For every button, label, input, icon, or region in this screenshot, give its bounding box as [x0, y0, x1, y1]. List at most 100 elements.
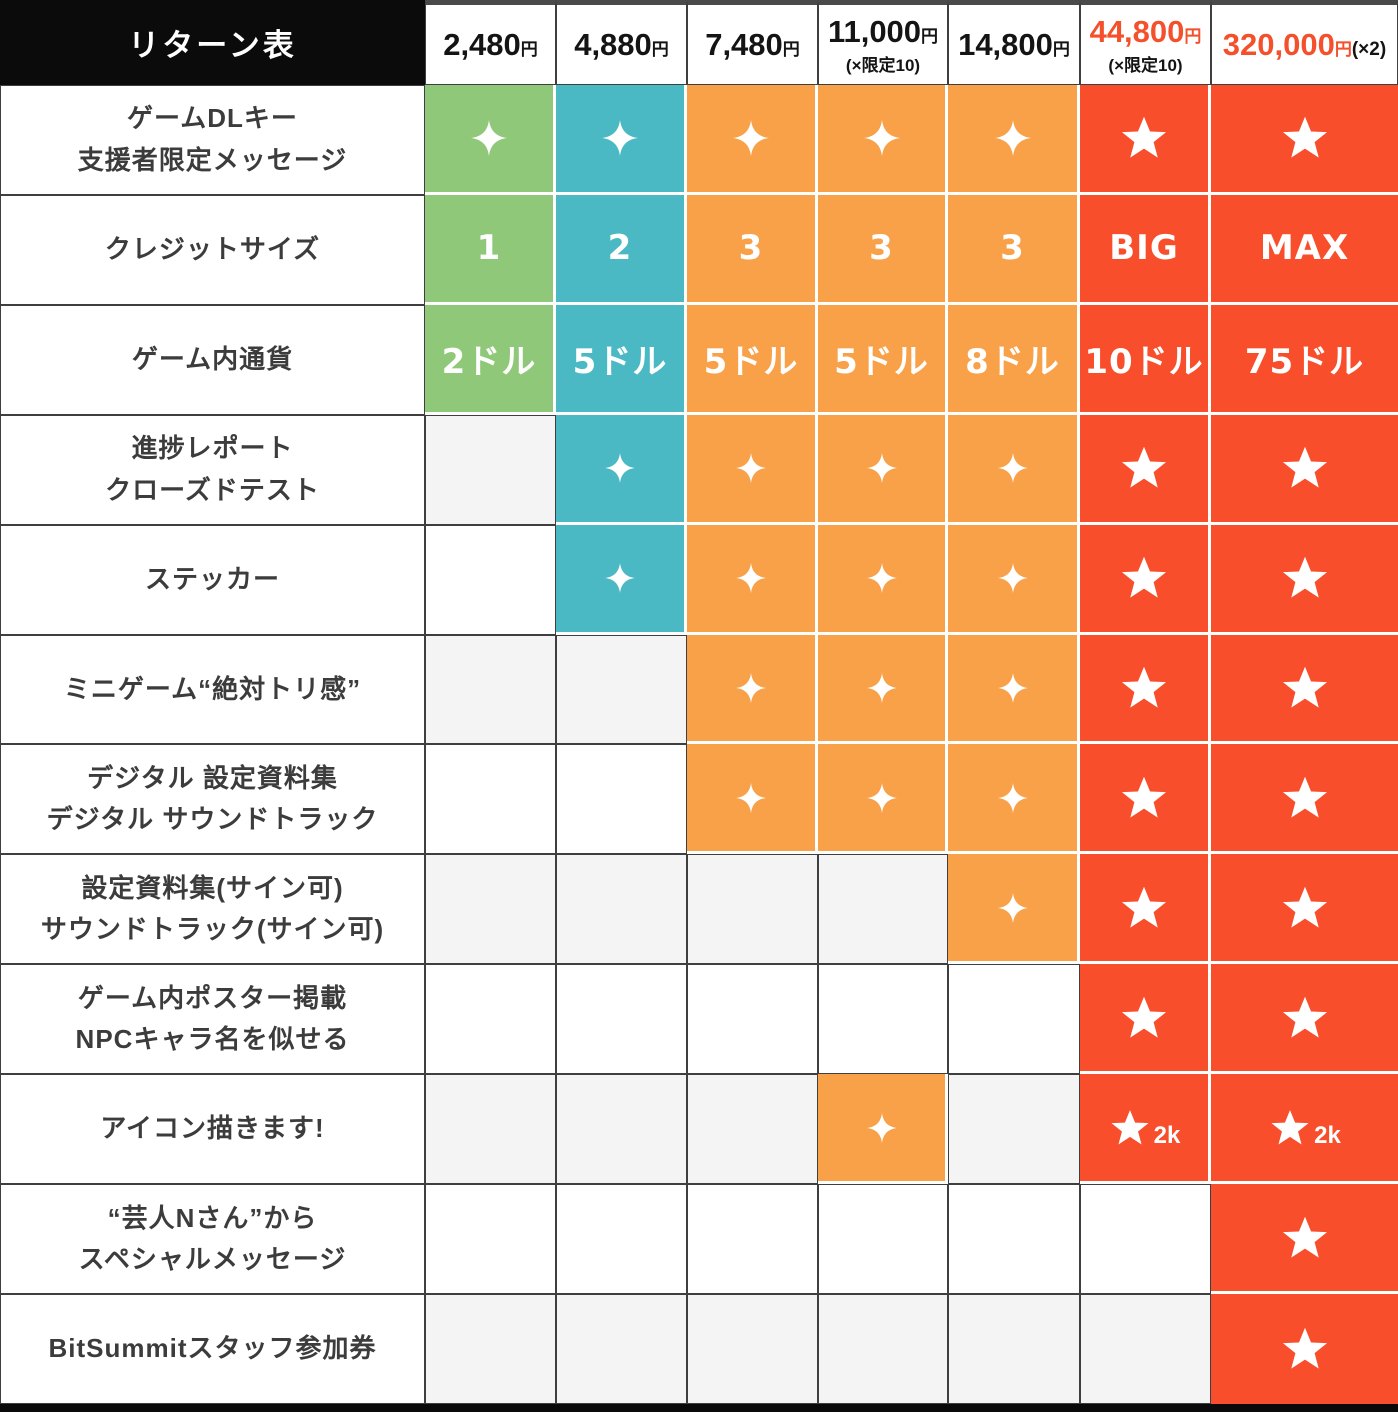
value-cell: 75ドル: [1211, 304, 1398, 415]
row-label-line: デジタル サウンドトラック: [46, 804, 379, 835]
sparkle-cell: [818, 634, 948, 745]
star-icon: [1282, 1327, 1327, 1369]
sparkle-cell: [948, 634, 1080, 745]
star-cell: [1080, 634, 1211, 745]
sparkle-icon: [866, 1112, 897, 1143]
sparkle-icon: [736, 563, 766, 594]
price-amount: 14,800: [958, 26, 1053, 62]
row-label-cell: ミニゲーム“絶対トリ感”: [0, 634, 425, 745]
row-label-cell: “芸人Nさん”から スペシャルメッセージ: [0, 1184, 425, 1295]
sparkle-icon: [997, 563, 1028, 594]
empty-cell: [425, 1184, 556, 1295]
price-unit: 円: [921, 26, 939, 46]
price-amount: 11,000: [827, 13, 922, 49]
star-cell: [1080, 414, 1211, 525]
sparkle-icon: [866, 453, 897, 484]
price-header-cell: 2,480円: [425, 0, 556, 85]
sparkle-cell: [687, 524, 818, 635]
price-amount: 320,000: [1222, 26, 1335, 62]
sparkle-icon: [997, 453, 1028, 484]
star-with-badge: 2k: [1268, 1106, 1341, 1150]
star-cell: [1211, 854, 1398, 965]
sparkle-icon: [994, 120, 1031, 157]
empty-cell: [425, 964, 556, 1075]
star-icon: [1282, 446, 1327, 488]
cell-value: 2ドル: [441, 341, 537, 382]
cell-value: 3: [1000, 228, 1025, 269]
star-cell: [1211, 964, 1398, 1075]
price-header-cell: 11,000円 (×限定10): [818, 0, 948, 85]
sparkle-icon: [602, 120, 638, 157]
empty-cell: [425, 524, 556, 635]
value-cell: MAX: [1211, 194, 1398, 305]
sparkle-cell: [818, 85, 948, 195]
star-cell: [1211, 744, 1398, 855]
star-icon: [1282, 666, 1327, 708]
empty-cell: [425, 744, 556, 855]
star-icon: [1111, 1109, 1149, 1145]
star-2k-cell: 2k: [1080, 1074, 1211, 1185]
empty-cell: [818, 854, 948, 965]
sparkle-cell: [948, 85, 1080, 195]
sparkle-icon: [866, 673, 897, 704]
sparkle-cell: [818, 524, 948, 635]
star-icon: [1121, 776, 1167, 818]
sparkle-cell: [687, 634, 818, 745]
empty-cell: [948, 1184, 1080, 1295]
sparkle-cell: [818, 414, 948, 525]
star-cell: [1211, 1184, 1398, 1295]
row-label-line: クローズドテスト: [105, 474, 320, 505]
price-amount: 7,480: [705, 26, 783, 62]
empty-cell: [556, 1074, 687, 1185]
empty-cell: [687, 1184, 818, 1295]
value-cell: 1: [425, 194, 556, 305]
star-icon: [1121, 117, 1167, 159]
sparkle-icon: [736, 782, 766, 813]
star-cell: [1080, 854, 1211, 965]
sparkle-icon: [997, 892, 1028, 923]
row-label-cell: 設定資料集(サイン可) サウンドトラック(サイン可): [0, 854, 425, 965]
star-cell: [1080, 85, 1211, 195]
table-bottom-border: [0, 1404, 1398, 1412]
empty-cell: [687, 964, 818, 1075]
empty-cell: [687, 1074, 818, 1185]
sparkle-icon: [997, 673, 1028, 704]
sparkle-icon: [605, 563, 635, 594]
row-label-line: ゲーム内ポスター掲載: [77, 982, 348, 1013]
star-icon: [1271, 1109, 1309, 1145]
empty-cell: [425, 854, 556, 965]
cell-value: 5ドル: [703, 341, 799, 382]
price-header-cell: 320,000円(×2): [1211, 0, 1398, 85]
star-icon: [1282, 886, 1327, 928]
star-icon: [1282, 776, 1327, 818]
price-unit: 円: [1052, 39, 1070, 59]
sparkle-icon: [471, 120, 507, 157]
row-label-line: BitSummitスタッフ参加券: [48, 1333, 377, 1364]
cell-value: MAX: [1259, 228, 1350, 269]
row-label-cell: クレジットサイズ: [0, 194, 425, 305]
empty-cell: [818, 1184, 948, 1295]
price-text: 320,000円(×2): [1223, 27, 1386, 63]
row-label-cell: ゲームDLキー 支援者限定メッセージ: [0, 85, 425, 195]
sparkle-icon: [605, 453, 635, 484]
sparkle-icon: [863, 120, 900, 157]
star-cell: [1211, 524, 1398, 635]
empty-cell: [425, 634, 556, 745]
cell-value: 75ドル: [1244, 341, 1365, 382]
value-cell: 8ドル: [948, 304, 1080, 415]
sparkle-cell: [556, 524, 687, 635]
row-label-cell: 進捗レポート クローズドテスト: [0, 414, 425, 525]
empty-cell: [556, 634, 687, 745]
sparkle-cell: [687, 85, 818, 195]
row-label-cell: BitSummitスタッフ参加券: [0, 1294, 425, 1404]
empty-cell: [425, 414, 556, 525]
sparkle-cell: [948, 414, 1080, 525]
row-label-line: 進捗レポート: [131, 433, 294, 464]
empty-cell: [556, 1184, 687, 1295]
empty-cell: [425, 1074, 556, 1185]
row-label-line: サウンドトラック(サイン可): [40, 914, 385, 945]
price-header-cell: 4,880円: [556, 0, 687, 85]
empty-cell: [948, 964, 1080, 1075]
